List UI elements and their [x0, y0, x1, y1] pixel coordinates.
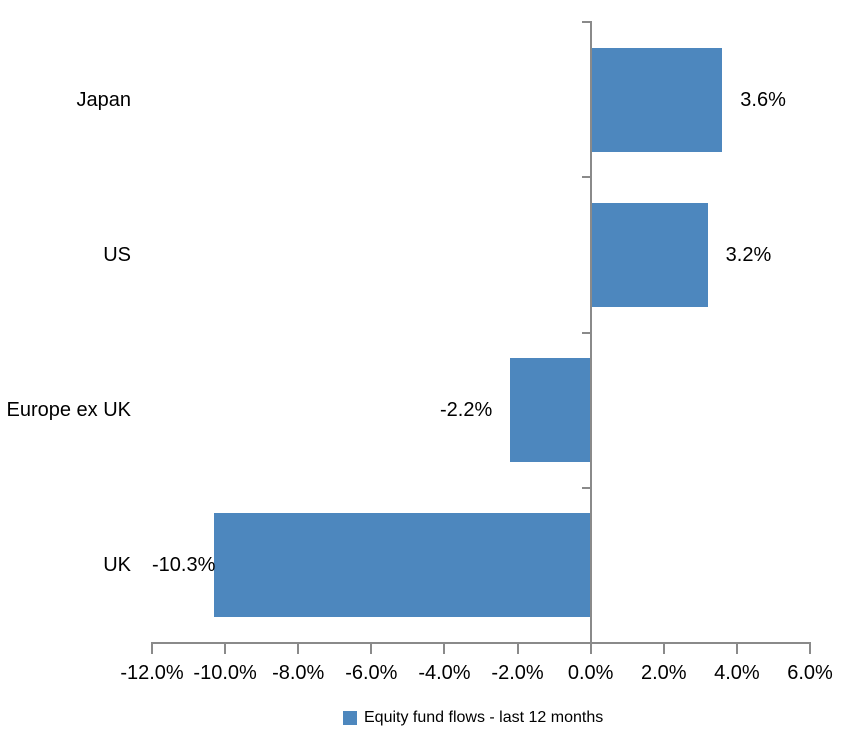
- y-axis-line: [589, 21, 592, 644]
- x-axis-tick: [809, 642, 811, 654]
- y-axis-tick: [581, 486, 590, 489]
- x-axis-tick-label: 2.0%: [640, 662, 687, 684]
- legend-swatch-icon: [343, 711, 357, 725]
- data-label: -10.3%: [152, 554, 216, 577]
- x-axis-tick: [662, 642, 665, 654]
- x-axis-tick-label: 4.0%: [714, 662, 760, 684]
- x-axis-tick-label: 0.0%: [567, 662, 614, 684]
- x-axis-tick-label: -6.0%: [345, 662, 398, 684]
- x-axis-tick-label: -8.0%: [272, 662, 325, 684]
- x-axis-tick-label: -10.0%: [193, 662, 257, 684]
- x-axis-tick: [370, 642, 373, 654]
- category-label: Europe ex UK: [6, 399, 131, 422]
- x-axis-tick-label: -4.0%: [418, 662, 471, 684]
- legend-label: Equity fund flows - last 12 months: [364, 709, 604, 726]
- x-axis-tick: [589, 642, 592, 654]
- bar-uk: [214, 513, 591, 618]
- data-label: 3.2%: [725, 243, 772, 266]
- legend: Equity fund flows - last 12 months: [343, 710, 603, 726]
- x-axis-tick: [224, 642, 227, 654]
- data-label: -2.2%: [440, 399, 493, 422]
- x-axis-tick: [735, 642, 738, 654]
- y-axis-tick: [581, 331, 590, 334]
- x-axis-tick: [297, 642, 300, 654]
- data-label: 3.6%: [740, 88, 786, 111]
- bar-us: [590, 202, 708, 307]
- category-label: UK: [103, 554, 131, 577]
- x-axis-tick: [443, 642, 446, 654]
- x-axis-tick: [151, 642, 153, 654]
- bar-europe-ex-uk: [510, 358, 591, 463]
- y-axis-tick: [581, 21, 590, 23]
- x-axis-tick-label: -12.0%: [120, 662, 184, 684]
- bar-japan: [590, 47, 723, 152]
- x-axis-tick-label: -2.0%: [491, 662, 544, 684]
- x-axis-tick: [516, 642, 519, 654]
- x-axis-line: [151, 642, 811, 644]
- category-label: US: [103, 243, 131, 266]
- category-label: Japan: [76, 88, 132, 111]
- x-axis-tick-label: 6.0%: [787, 662, 833, 684]
- y-axis-tick: [581, 176, 590, 179]
